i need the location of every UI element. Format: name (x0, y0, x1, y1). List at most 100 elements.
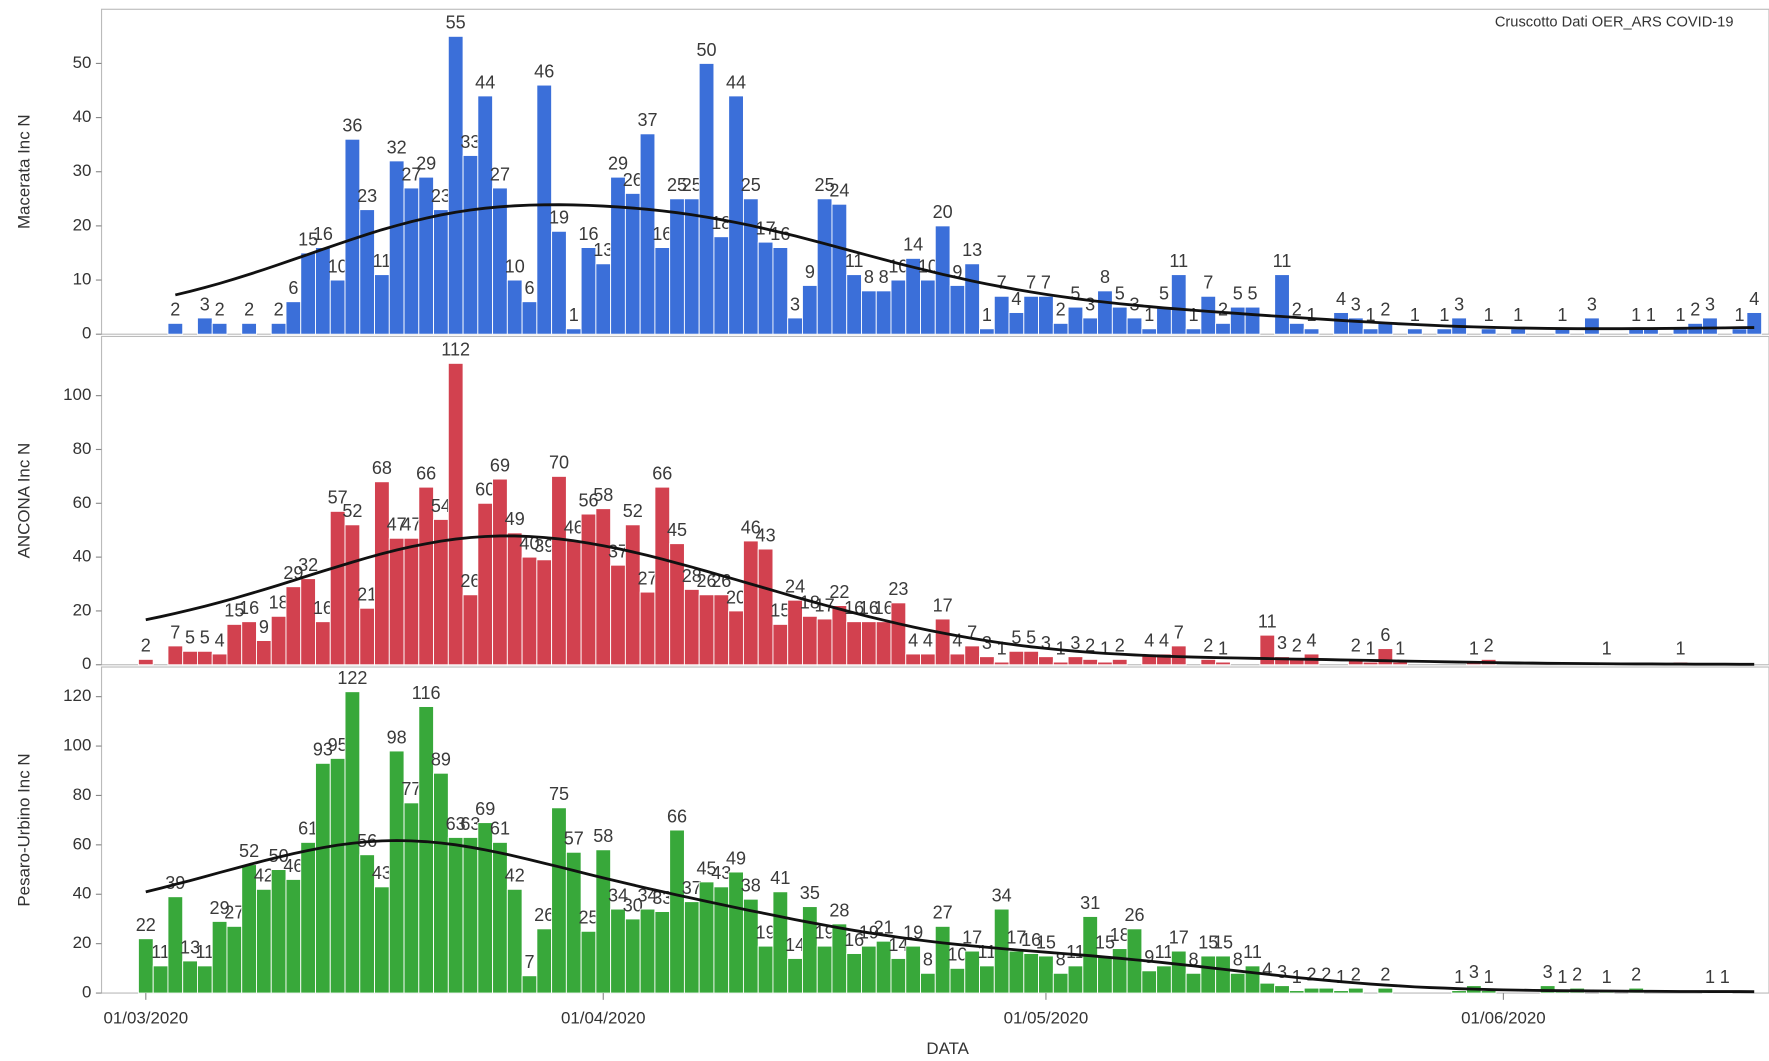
bar (669, 198, 685, 335)
data-label: 52 (342, 501, 362, 521)
data-label: 22 (136, 915, 156, 935)
data-label: 6 (288, 278, 298, 298)
data-label: 2 (1056, 300, 1066, 320)
bar (152, 965, 169, 994)
data-label: 14 (888, 935, 908, 955)
data-label: 11 (151, 942, 170, 962)
data-label: 19 (549, 208, 569, 228)
bar (1052, 661, 1069, 666)
data-label: 15 (1095, 932, 1115, 952)
bar (182, 960, 198, 994)
bar (1141, 970, 1158, 994)
bar (920, 972, 936, 994)
bar (1259, 982, 1276, 994)
bar (1274, 985, 1290, 994)
data-label: 1 (1366, 305, 1376, 325)
bar (1038, 656, 1054, 666)
data-label: 32 (387, 137, 407, 157)
bar (964, 263, 980, 335)
data-label: 13 (962, 240, 982, 260)
bar (462, 836, 479, 994)
bar (1185, 328, 1202, 335)
data-label: 32 (298, 555, 318, 575)
data-label: 8 (1056, 950, 1066, 970)
y-tick-label: 60 (73, 834, 92, 853)
bar (1097, 661, 1113, 666)
bar (639, 133, 656, 335)
data-label: 1 (1734, 305, 1744, 325)
data-label: 3 (1085, 294, 1095, 314)
data-label: 28 (829, 900, 849, 920)
bar (639, 591, 656, 666)
data-label: 9 (1144, 947, 1154, 967)
bar (300, 578, 316, 666)
data-label: 29 (416, 154, 436, 174)
data-label: 1 (1557, 967, 1567, 987)
bar (1156, 965, 1172, 994)
data-label: 4 (1262, 960, 1272, 980)
data-label: 2 (215, 300, 225, 320)
data-label: 15 (1036, 932, 1056, 952)
data-label: 9 (805, 262, 815, 282)
data-label: 28 (682, 566, 702, 586)
data-label: 43 (756, 525, 776, 545)
data-label: 3 (1041, 633, 1051, 653)
data-label: 4 (908, 630, 918, 650)
bar (521, 556, 538, 666)
bar (846, 953, 862, 994)
bar (654, 911, 671, 994)
data-label: 8 (879, 267, 889, 287)
data-label: 122 (337, 668, 367, 688)
bar (742, 540, 759, 666)
data-label: 1 (1484, 305, 1494, 325)
bar (374, 886, 390, 994)
bar (1333, 990, 1349, 994)
bar (1229, 972, 1246, 994)
data-label: 8 (1233, 950, 1243, 970)
data-label: 16 (874, 598, 894, 618)
data-label: 27 (224, 903, 244, 923)
data-label: 1 (1513, 305, 1523, 325)
data-label: 38 (741, 876, 761, 896)
data-label: 60 (475, 480, 495, 500)
data-label: 47 (387, 515, 407, 535)
bar (403, 187, 420, 335)
data-label: 52 (239, 841, 259, 861)
bar (506, 888, 523, 994)
data-label: 20 (933, 202, 953, 222)
bar (610, 564, 626, 666)
bar (1038, 955, 1054, 994)
bar (831, 203, 848, 335)
bar (861, 945, 877, 994)
data-label: 75 (549, 784, 569, 804)
y-tick-label: 30 (73, 161, 92, 180)
y-tick-label: 80 (73, 439, 92, 458)
data-label: 70 (549, 453, 569, 473)
bar (920, 279, 936, 335)
smooth-curve (145, 839, 1755, 994)
data-label: 13 (180, 937, 200, 957)
data-label: 29 (210, 898, 230, 918)
data-label: 16 (859, 598, 879, 618)
bar (1185, 972, 1202, 994)
data-label: 3 (1351, 294, 1361, 314)
data-label: 68 (372, 458, 392, 478)
data-label: 112 (441, 340, 470, 360)
data-label: 14 (785, 935, 805, 955)
data-label: 11 (1066, 942, 1085, 962)
data-label: 66 (416, 464, 436, 484)
data-label: 11 (1258, 612, 1277, 632)
data-label: 37 (682, 878, 702, 898)
data-label: 3 (1454, 294, 1464, 314)
data-label: 4 (215, 630, 225, 650)
bar (1215, 955, 1231, 994)
x-tick-label: 01/06/2020 (1461, 1008, 1546, 1027)
data-label: 1 (1720, 967, 1730, 987)
data-label: 1 (1410, 305, 1420, 325)
y-axis-title: Macerata Inc N (14, 114, 33, 229)
bar (315, 762, 331, 994)
data-label: 93 (313, 740, 333, 760)
data-label: 15 (298, 229, 318, 249)
bar (979, 328, 995, 335)
